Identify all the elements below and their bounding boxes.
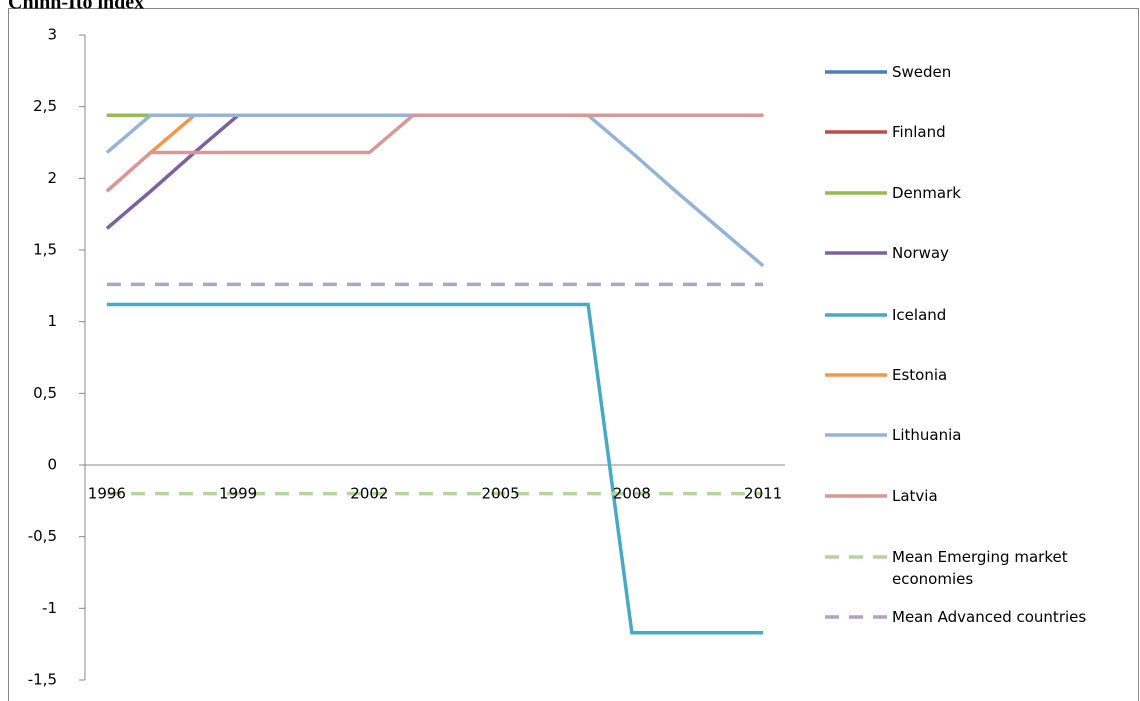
legend-item: Norway (892, 244, 949, 262)
legend-label: Iceland (892, 306, 947, 324)
x-tick-label: 2002 (350, 485, 388, 503)
legend-label: Latvia (892, 487, 938, 505)
legend-label: Norway (892, 244, 949, 262)
legend-label: Lithuania (892, 426, 962, 444)
y-tick-label: 2,5 (33, 97, 57, 115)
x-tick-label: 1996 (88, 485, 126, 503)
x-tick-label: 1999 (219, 485, 257, 503)
y-tick-label: 1 (47, 312, 57, 330)
legend-item: Sweden (892, 63, 952, 81)
chart-title: Chinn-Ito index (8, 0, 144, 14)
y-tick-label: 0 (47, 456, 57, 474)
series-line (105, 113, 764, 230)
series-line (105, 113, 765, 268)
legend-item: Iceland (892, 306, 947, 324)
x-tick-label: 2011 (744, 485, 782, 503)
y-tick-label: -0,5 (28, 527, 57, 545)
y-tick-label: 1,5 (33, 241, 57, 259)
legend-item: Latvia (892, 487, 938, 505)
chart-frame (8, 8, 1139, 701)
series-line (106, 302, 764, 635)
y-tick-label: -1,5 (28, 671, 57, 689)
legend-item: Mean Advanced countries (892, 608, 1087, 626)
legend-item: Finland (892, 123, 946, 141)
legend-label: Estonia (892, 366, 948, 384)
x-tick-label: 2008 (613, 485, 651, 503)
legend-item: Estonia (892, 366, 948, 384)
legend-label: Mean Advanced countries (892, 608, 1087, 626)
y-tick-label: 3 (47, 26, 57, 44)
legend-label: Sweden (892, 63, 952, 81)
y-tick-label: 2 (47, 169, 57, 187)
legend-label: Finland (892, 123, 946, 141)
legend-label: Mean Emerging market economies (892, 548, 1068, 588)
legend-label: Denmark (892, 184, 961, 202)
x-tick-label: 2005 (482, 485, 520, 503)
y-tick-label: -1 (42, 599, 57, 617)
series-line (105, 113, 764, 193)
legend-item: Denmark (892, 184, 961, 202)
legend-item: Mean Emerging market economies (892, 548, 1068, 588)
legend-item: Lithuania (892, 426, 962, 444)
y-tick-label: 0,5 (33, 384, 57, 402)
